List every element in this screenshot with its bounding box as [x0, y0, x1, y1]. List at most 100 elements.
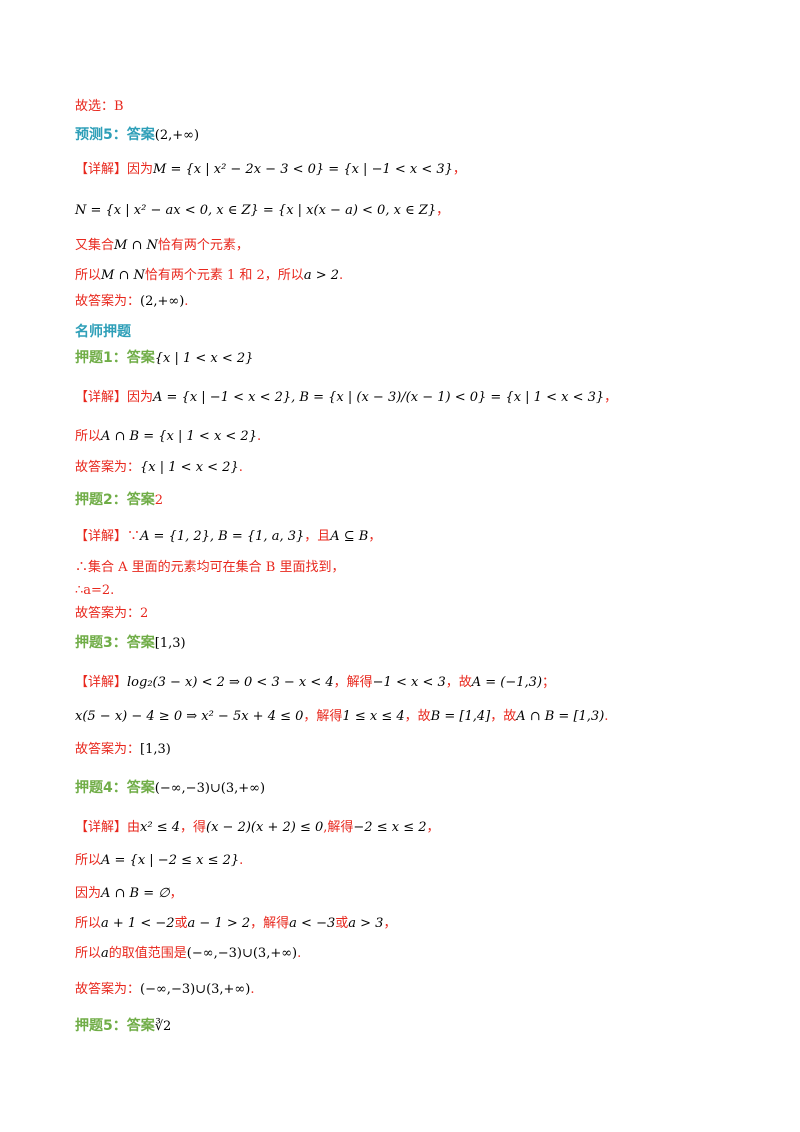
- text-line-27: 所以a的取值范围是(−∞,−3)∪(3,+∞).: [75, 944, 301, 964]
- text-line-26: 所以a + 1 < −2或a − 1 > 2，解得a < −3或a > 3，: [75, 914, 396, 934]
- text-run: {x | 1 < x < 2}: [140, 460, 239, 475]
- text-run: ，: [383, 916, 397, 931]
- text-run: ，故: [490, 709, 517, 724]
- text-run: N = {x | x² − ax < 0, x ∈ Z} = {x | x(x …: [75, 203, 437, 218]
- text-run: 故答案为：: [75, 460, 141, 475]
- text-run: ，解得: [333, 675, 373, 690]
- text-run: .: [239, 853, 244, 868]
- text-run: ，得: [180, 820, 207, 835]
- text-run: .: [256, 429, 262, 444]
- text-run: 所以: [75, 268, 102, 283]
- text-run: ,解得: [323, 820, 354, 835]
- text-run: 或: [174, 916, 188, 931]
- text-line-21: 故答案为：[1,3): [75, 740, 171, 760]
- text-run: ∴集合 A 里面的元素均可在集合 B 里面找到，: [75, 560, 345, 575]
- text-run: M ∩ N: [114, 238, 158, 253]
- text-line-6: 所以M ∩ N恰有两个元素 1 和 2，所以a > 2.: [75, 266, 343, 286]
- text-run: 押题4：答案: [75, 780, 155, 796]
- text-line-24: 所以A = {x | −2 ≤ x ≤ 2}.: [75, 851, 243, 871]
- text-run: .: [297, 946, 302, 961]
- text-run: A ⊆ B: [330, 529, 369, 544]
- text-run: (x − 2)(x + 2) ≤ 0: [206, 820, 324, 835]
- text-run: 因为: [75, 886, 102, 901]
- text-run: 所以: [75, 946, 102, 961]
- text-run: 【详解】因为: [75, 162, 154, 177]
- text-run: A = {1, 2}, B = {1, a, 3}: [140, 529, 305, 544]
- text-run: 恰有两个元素，: [157, 238, 249, 253]
- text-run: 押题2：答案: [75, 492, 155, 508]
- text-line-11: 所以A ∩ B = {x | 1 < x < 2}.: [75, 427, 261, 447]
- text-run: [1,3): [140, 742, 171, 757]
- text-run: A = (−1,3): [471, 675, 543, 690]
- text-run: ；: [542, 675, 556, 690]
- text-run: 或: [335, 916, 349, 931]
- text-run: .: [339, 268, 344, 283]
- text-run: 所以: [75, 853, 102, 868]
- text-line-8: 名师押题: [75, 322, 131, 343]
- text-line-12: 故答案为：{x | 1 < x < 2}.: [75, 458, 243, 478]
- text-run: M ∩ N: [101, 268, 145, 283]
- text-run: A = {x | −1 < x < 2}, B = {x | (x − 3)/(…: [153, 390, 605, 405]
- text-run: ，解得: [250, 916, 290, 931]
- text-run: A = {x | −2 ≤ x ≤ 2}: [101, 853, 240, 868]
- text-line-17: 故答案为：2: [75, 604, 148, 624]
- text-run: B = [1,4]: [430, 709, 491, 724]
- text-run: 所以: [75, 916, 102, 931]
- text-run: x(5 − x) − 4 ≥ 0 ⇒ x² − 5x + 4 ≤ 0: [75, 709, 304, 724]
- text-line-19: 【详解】log₂(3 − x) < 2 ⇒ 0 < 3 − x < 4，解得−1…: [75, 673, 555, 693]
- text-line-16: ∴a=2.: [75, 581, 114, 601]
- text-run: a > 3: [348, 916, 384, 931]
- text-run: ，: [426, 820, 440, 835]
- text-run: (2,+∞): [140, 294, 185, 309]
- text-run: (−∞,−3)∪(3,+∞): [140, 982, 251, 997]
- text-run: 2: [154, 493, 164, 508]
- text-run: 故选：B: [75, 99, 124, 114]
- text-run: ，故: [404, 709, 431, 724]
- text-run: A ∩ B = [1,3): [516, 709, 605, 724]
- text-line-13: 押题2：答案2: [75, 490, 163, 511]
- text-run: 故答案为：: [75, 294, 141, 309]
- text-line-7: 故答案为：(2,+∞).: [75, 292, 188, 312]
- text-run: 【详解】∵: [75, 529, 141, 544]
- text-line-23: 【详解】由x² ≤ 4，得(x − 2)(x + 2) ≤ 0,解得−2 ≤ x…: [75, 818, 440, 838]
- text-run: 名师押题: [75, 324, 131, 340]
- text-line-5: 又集合M ∩ N恰有两个元素，: [75, 236, 249, 256]
- text-run: a − 1 > 2: [187, 916, 251, 931]
- text-line-20: x(5 − x) − 4 ≥ 0 ⇒ x² − 5x + 4 ≤ 0，解得1 ≤…: [75, 707, 608, 727]
- text-run: 预测5：答案: [75, 127, 155, 143]
- text-run: ∴a=2.: [75, 583, 115, 598]
- text-run: 故答案为：2: [75, 606, 149, 621]
- text-run: −2 ≤ x ≤ 2: [353, 820, 427, 835]
- text-line-4: N = {x | x² − ax < 0, x ∈ Z} = {x | x(x …: [75, 201, 449, 221]
- text-line-25: 因为A ∩ B = ∅，: [75, 884, 183, 904]
- text-run: log₂(3 − x) < 2 ⇒ 0 < 3 − x < 4: [127, 675, 334, 690]
- text-line-2: 预测5：答案(2,+∞): [75, 125, 199, 146]
- text-run: 押题5：答案: [75, 1018, 155, 1034]
- text-run: 【详解】: [75, 675, 128, 690]
- text-run: ，: [169, 886, 183, 901]
- text-line-1: 故选：B: [75, 97, 124, 117]
- text-run: {x | 1 < x < 2}: [154, 351, 254, 366]
- text-run: ，: [452, 162, 466, 177]
- text-run: 【详解】由: [75, 820, 141, 835]
- text-run: 押题1：答案: [75, 350, 155, 366]
- text-run: 恰有两个元素 1 和 2，所以: [144, 268, 304, 283]
- text-run: M = {x | x² − 2x − 3 < 0} = {x | −1 < x …: [153, 162, 453, 177]
- text-run: x² ≤ 4: [140, 820, 180, 835]
- text-run: ，解得: [303, 709, 343, 724]
- text-line-29: 押题5：答案∛2: [75, 1016, 171, 1037]
- text-run: a > 2: [303, 268, 339, 283]
- text-run: ∛2: [154, 1019, 172, 1034]
- text-run: A ∩ B = ∅: [101, 886, 170, 901]
- text-run: .: [238, 460, 243, 475]
- text-line-18: 押题3：答案[1,3): [75, 633, 186, 654]
- text-run: [1,3): [154, 636, 186, 651]
- text-run: ，且: [304, 529, 331, 544]
- text-run: 故答案为：: [75, 982, 141, 997]
- text-run: .: [184, 294, 189, 309]
- text-line-22: 押题4：答案(−∞,−3)∪(3,+∞): [75, 778, 265, 799]
- text-line-14: 【详解】∵A = {1, 2}, B = {1, a, 3}，且A ⊆ B，: [75, 527, 381, 547]
- text-run: .: [250, 982, 255, 997]
- text-run: a: [101, 946, 109, 961]
- text-run: 1 ≤ x ≤ 4: [342, 709, 405, 724]
